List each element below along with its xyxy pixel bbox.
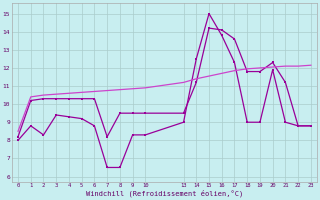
X-axis label: Windchill (Refroidissement éolien,°C): Windchill (Refroidissement éolien,°C) bbox=[86, 190, 243, 197]
